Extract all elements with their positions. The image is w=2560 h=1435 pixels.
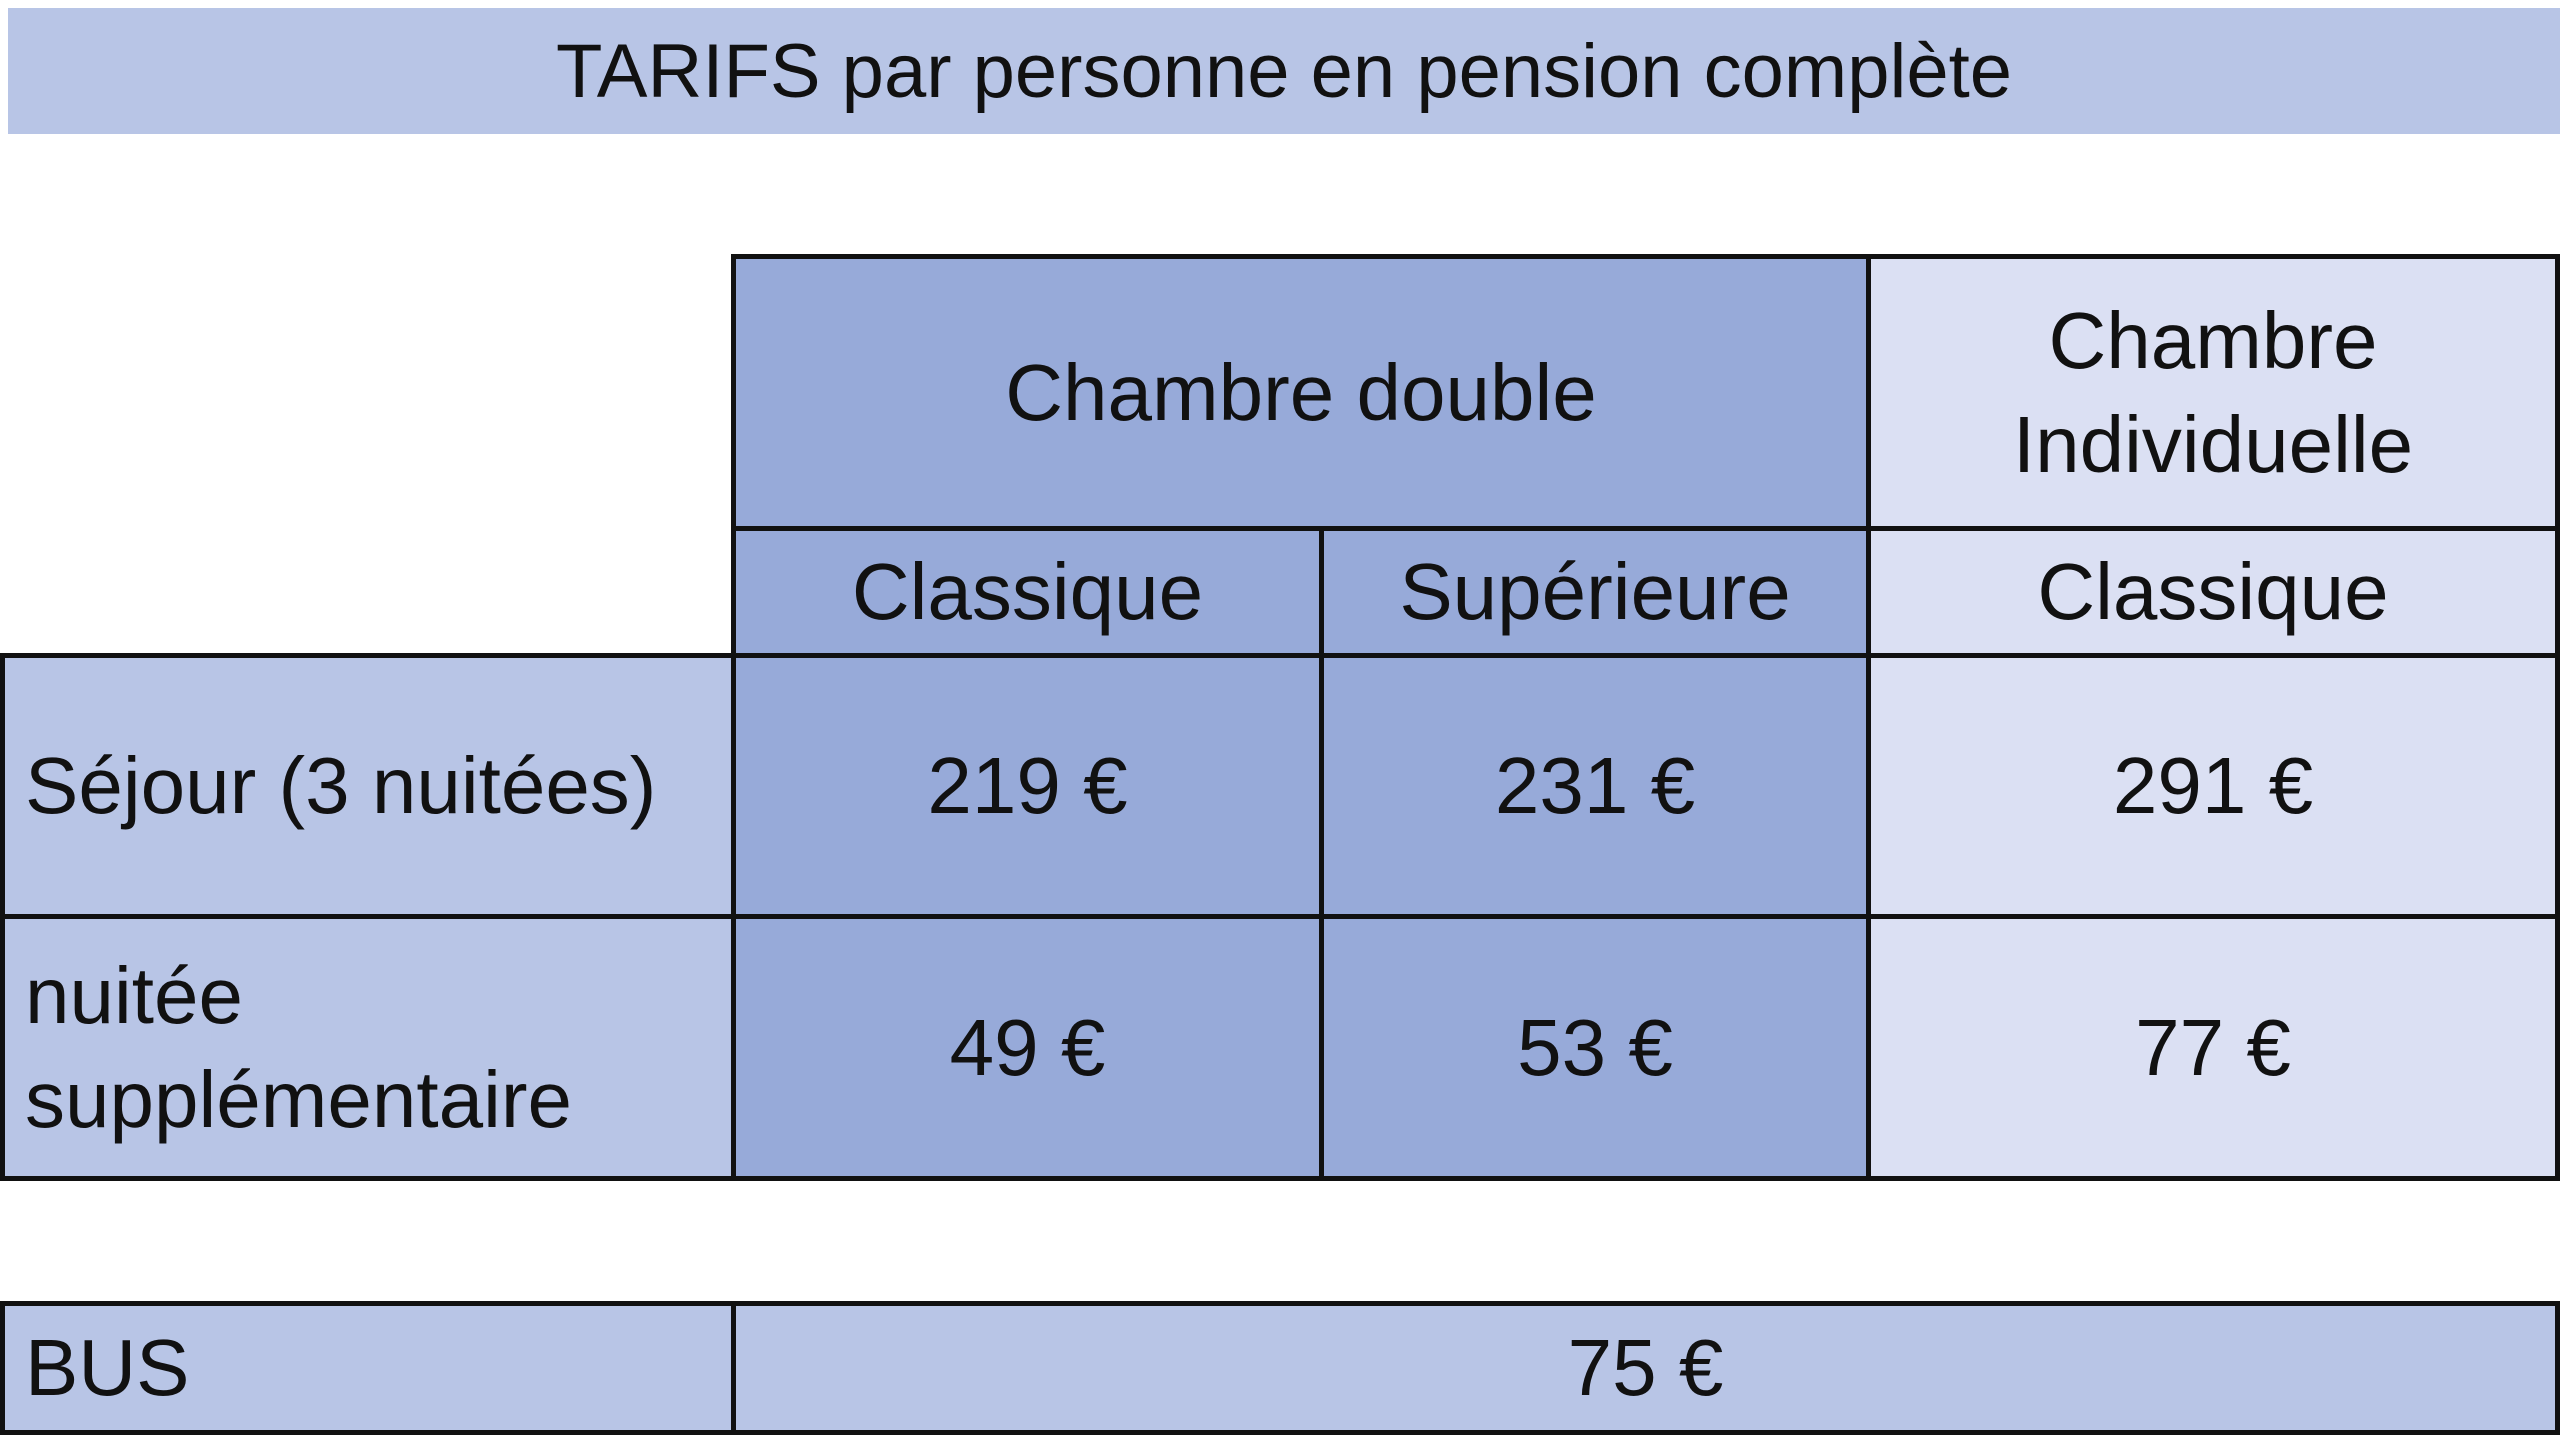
price-sejour-individuelle: 291 € xyxy=(1866,653,2560,919)
page-title: TARIFS par personne en pension complète xyxy=(8,8,2560,134)
bus-label: BUS xyxy=(0,1301,736,1435)
price-nuitee-double-superieure: 53 € xyxy=(1319,914,1871,1181)
row-label-sejour: Séjour (3 nuitées) xyxy=(0,653,736,919)
price-sejour-double-classique: 219 € xyxy=(731,653,1324,919)
price-nuitee-double-classique: 49 € xyxy=(731,914,1324,1181)
subheader-double-superieure: Supérieure xyxy=(1319,526,1871,658)
price-sejour-double-superieure: 231 € xyxy=(1319,653,1871,919)
header-chambre-double: Chambre double xyxy=(731,254,1871,531)
bus-price: 75 € xyxy=(731,1301,2560,1435)
row-label-nuitee-supplementaire: nuitée supplémentaire xyxy=(0,914,736,1181)
header-chambre-individuelle: Chambre Individuelle xyxy=(1866,254,2560,531)
subheader-double-classique: Classique xyxy=(731,526,1324,658)
price-nuitee-individuelle: 77 € xyxy=(1866,914,2560,1181)
subheader-individuelle-classique: Classique xyxy=(1866,526,2560,658)
